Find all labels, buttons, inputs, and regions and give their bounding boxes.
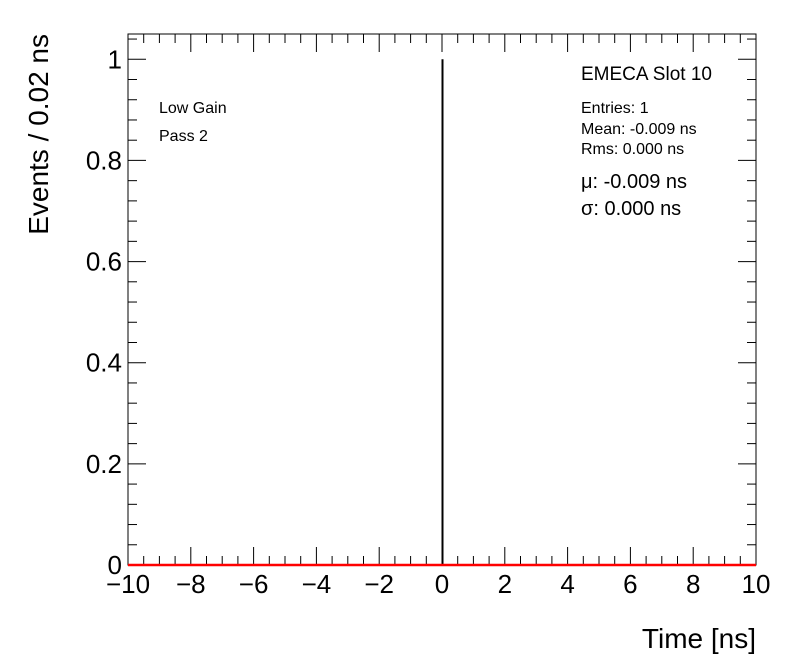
x-tick-label: 4	[560, 569, 574, 599]
x-axis-title: Time [ns]	[642, 623, 756, 654]
x-tick-label: −4	[302, 569, 332, 599]
x-tick-label: −2	[364, 569, 394, 599]
x-tick-label: 8	[686, 569, 700, 599]
x-tick-label: 10	[742, 569, 771, 599]
fit-sigma: σ: 0.000 ns	[581, 198, 681, 220]
x-tick-label: 6	[623, 569, 637, 599]
y-tick-label: 0.6	[86, 247, 122, 277]
x-tick-label: −8	[176, 569, 206, 599]
y-tick-labels: 0 0.2 0.4 0.6 0.8 1	[86, 44, 122, 580]
y-tick-label: 1	[108, 44, 122, 74]
y-tick-label: 0.8	[86, 145, 122, 175]
x-tick-labels: −10 −8 −6 −4 −2 0 2 4 6 8 10	[106, 569, 771, 599]
stats-rms: Rms: 0.000 ns	[581, 141, 684, 158]
y-tick-label: 0.4	[86, 348, 122, 378]
stats-mean: Mean: -0.009 ns	[581, 121, 697, 138]
stats-title: EMECA Slot 10	[581, 64, 712, 85]
x-tick-label: 0	[435, 569, 449, 599]
annotation-pass: Pass 2	[159, 128, 208, 145]
annotation-gain: Low Gain	[159, 100, 227, 117]
y-tick-label: 0.2	[86, 449, 122, 479]
y-tick-label: 0	[108, 550, 122, 580]
stats-entries: Entries: 1	[581, 100, 649, 117]
x-tick-label: 2	[498, 569, 512, 599]
y-axis-title: Events / 0.02 ns	[23, 34, 54, 235]
x-tick-label: −6	[239, 569, 269, 599]
fit-mu: μ: -0.009 ns	[581, 171, 687, 193]
x-tick-label: −10	[106, 569, 150, 599]
